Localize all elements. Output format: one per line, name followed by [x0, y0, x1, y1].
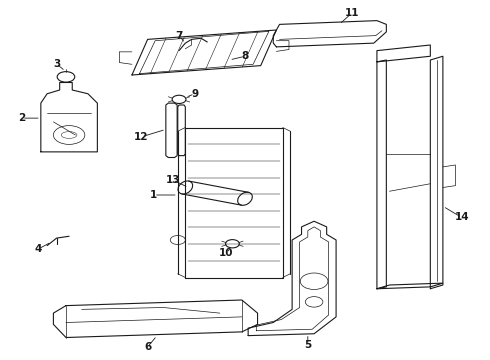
Text: 7: 7 — [175, 31, 183, 41]
Text: 11: 11 — [344, 8, 359, 18]
Text: 14: 14 — [454, 212, 469, 222]
Text: 1: 1 — [150, 190, 158, 200]
Text: 4: 4 — [34, 244, 41, 255]
Text: 10: 10 — [219, 248, 233, 258]
Text: 13: 13 — [166, 175, 180, 185]
Text: 6: 6 — [144, 342, 151, 352]
Text: 2: 2 — [18, 113, 25, 123]
Text: 5: 5 — [304, 340, 312, 350]
Text: 8: 8 — [242, 51, 248, 61]
Text: 12: 12 — [134, 132, 148, 142]
Text: 3: 3 — [53, 59, 60, 69]
Text: 9: 9 — [191, 89, 198, 99]
